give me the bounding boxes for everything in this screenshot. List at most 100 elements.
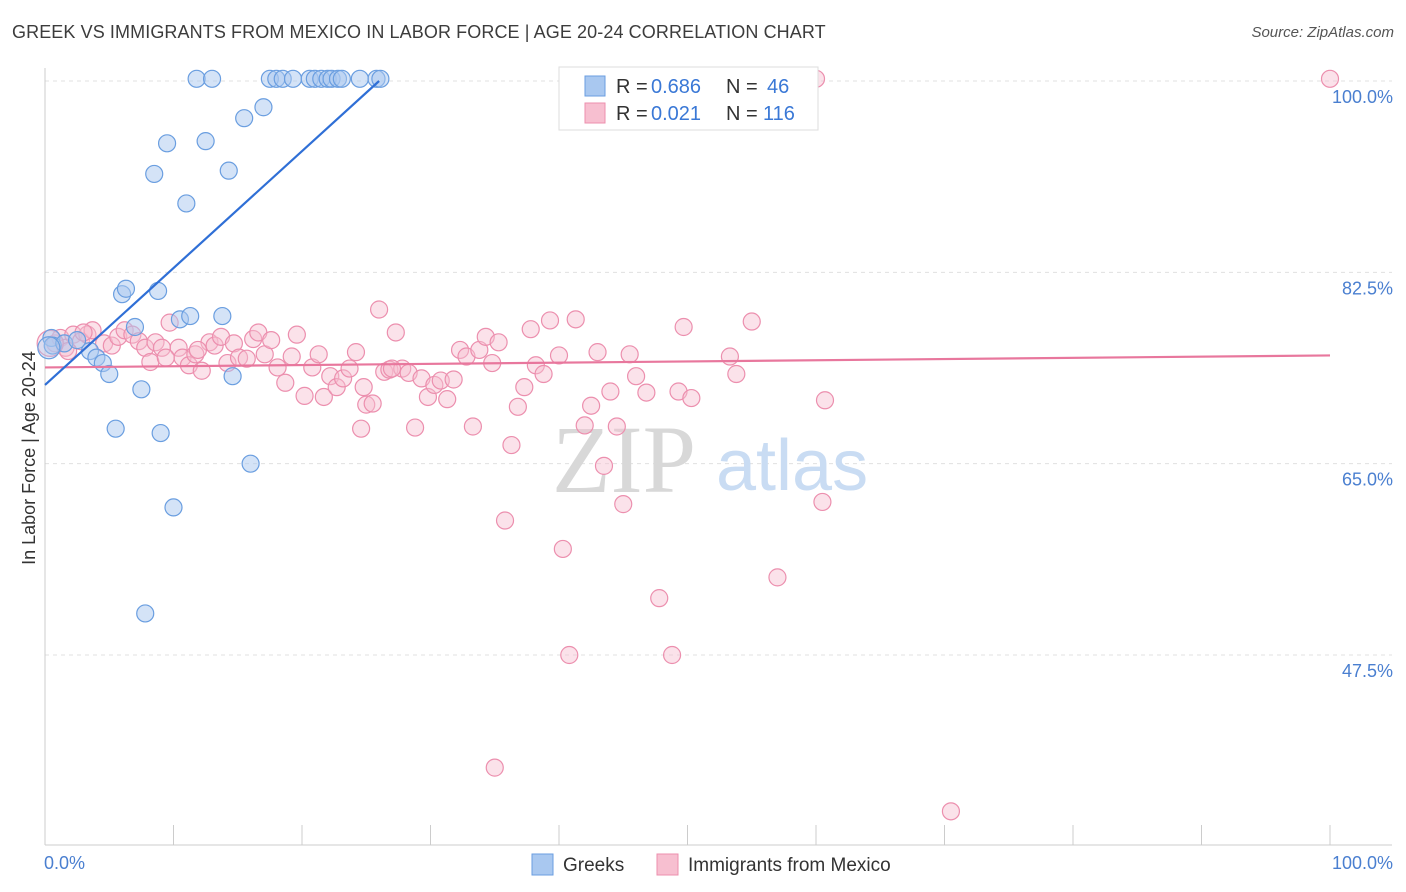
greeks-point-cluster: [37, 336, 61, 360]
mexico-point: [575, 416, 594, 435]
greeks-point: [100, 364, 119, 384]
y-tick-label: 100.0%: [1332, 87, 1393, 107]
watermark: ZIP atlas: [552, 406, 868, 513]
legend-greeks-n-label: N =: [726, 76, 758, 98]
mexico-trend-line: [44, 354, 1331, 369]
mexico-point: [813, 492, 832, 512]
greeks-point: [157, 134, 177, 153]
mexico-point: [438, 390, 457, 409]
mexico-point: [169, 338, 188, 357]
mexico-point: [268, 358, 287, 377]
bottom-legend: Greeks Immigrants from Mexico: [531, 853, 891, 876]
legend-mexico-r-label: R =: [616, 103, 648, 125]
legend-greeks-swatch: [584, 75, 606, 97]
greeks-point: [116, 279, 136, 298]
mexico-point: [485, 758, 504, 777]
y-tick-label: 65.0%: [1342, 470, 1393, 490]
mexico-point: [674, 317, 693, 337]
mexico-point: [489, 333, 508, 352]
mexico-point: [682, 388, 701, 408]
legend-mexico-n-label: N =: [726, 103, 758, 125]
chart-title: GREEK VS IMMIGRANTS FROM MEXICO IN LABOR…: [12, 22, 826, 42]
greeks-point: [106, 419, 125, 438]
mexico-point: [650, 589, 669, 608]
greeks-point: [151, 423, 170, 443]
greeks-point: [125, 317, 145, 337]
bottom-legend-mexico-swatch: [656, 853, 679, 876]
mexico-point: [382, 359, 402, 378]
legend-greeks-r-label: R =: [616, 76, 648, 98]
mexico-point: [141, 352, 160, 372]
mexico-point: [727, 364, 746, 384]
mexico-point: [626, 367, 646, 386]
legend-greeks-n-value: 46: [767, 76, 789, 98]
bottom-legend-mexico-label: Immigrants from Mexico: [688, 855, 891, 876]
greeks-point: [148, 281, 168, 301]
greeks-point: [164, 498, 183, 517]
trend-lines: [44, 80, 1331, 386]
y-tick-labels: 47.5% 65.0% 82.5% 100.0%: [1332, 87, 1393, 681]
mexico-point: [521, 320, 540, 339]
mexico-point: [941, 802, 961, 821]
greeks-point: [332, 69, 351, 88]
greeks-point: [68, 331, 87, 350]
x-tick-label-min: 0.0%: [44, 853, 85, 873]
mexico-point: [549, 346, 569, 365]
source-label: Source: ZipAtlas.com: [1251, 24, 1394, 41]
mexico-point: [295, 386, 314, 405]
mexico-point: [352, 419, 371, 438]
y-tick-label: 47.5%: [1342, 661, 1393, 681]
legend-greeks-r-value: 0.686: [651, 76, 701, 98]
greeks-point: [219, 161, 238, 180]
greeks-point: [187, 69, 206, 88]
legend-mexico-r-value: 0.021: [651, 103, 701, 125]
mexico-point: [370, 300, 389, 319]
greeks-point: [132, 380, 151, 399]
mexico-point: [620, 345, 639, 364]
mexico-point: [309, 345, 328, 364]
legend-box: R = 0.686 N = 46 R = 0.021 N = 116: [558, 66, 819, 131]
bottom-legend-greeks-label: Greeks: [563, 855, 624, 876]
greeks-point: [283, 69, 303, 88]
mexico-point: [363, 394, 382, 413]
x-tick-label-max: 100.0%: [1332, 853, 1393, 873]
legend-mexico-swatch: [584, 102, 606, 124]
x-tick-labels: 0.0% 100.0%: [44, 853, 1393, 873]
greeks-point: [202, 69, 222, 88]
mexico-point: [386, 323, 405, 342]
y-axis-label: In Labor Force | Age 20-24: [19, 351, 39, 565]
mexico-point: [637, 383, 656, 402]
gridlines: [45, 80, 1392, 656]
mexico-point: [282, 347, 301, 366]
mexico-point: [768, 568, 787, 587]
mexico-point: [287, 325, 306, 344]
mexico-point: [334, 369, 353, 388]
mexico-point: [450, 340, 470, 360]
mexico-point: [742, 312, 761, 331]
mexico-point: [276, 373, 295, 392]
mexico-point: [614, 495, 633, 514]
greeks-point: [181, 306, 200, 326]
greeks-point: [177, 194, 196, 213]
mexico-point: [188, 340, 208, 360]
mexico-point: [156, 348, 175, 367]
mexico-point: [601, 382, 620, 401]
mexico-point: [502, 435, 521, 455]
watermark-atlas: atlas: [716, 426, 868, 506]
greeks-point: [223, 367, 242, 386]
greeks-point: [350, 69, 369, 88]
y-tick-label: 82.5%: [1342, 278, 1393, 298]
greeks-point: [235, 109, 254, 128]
mexico-point: [1320, 69, 1340, 88]
mexico-point: [354, 378, 373, 397]
mexico-point: [582, 396, 601, 415]
mexico-point: [662, 645, 682, 665]
greeks-point: [136, 604, 155, 623]
mexico-point: [560, 645, 579, 665]
mexico-point: [262, 331, 281, 350]
mexico-point: [534, 364, 553, 384]
mexico-point: [540, 311, 560, 330]
mexico-point: [720, 347, 740, 366]
series-greeks-points: [37, 69, 592, 623]
mexico-point: [463, 417, 483, 436]
